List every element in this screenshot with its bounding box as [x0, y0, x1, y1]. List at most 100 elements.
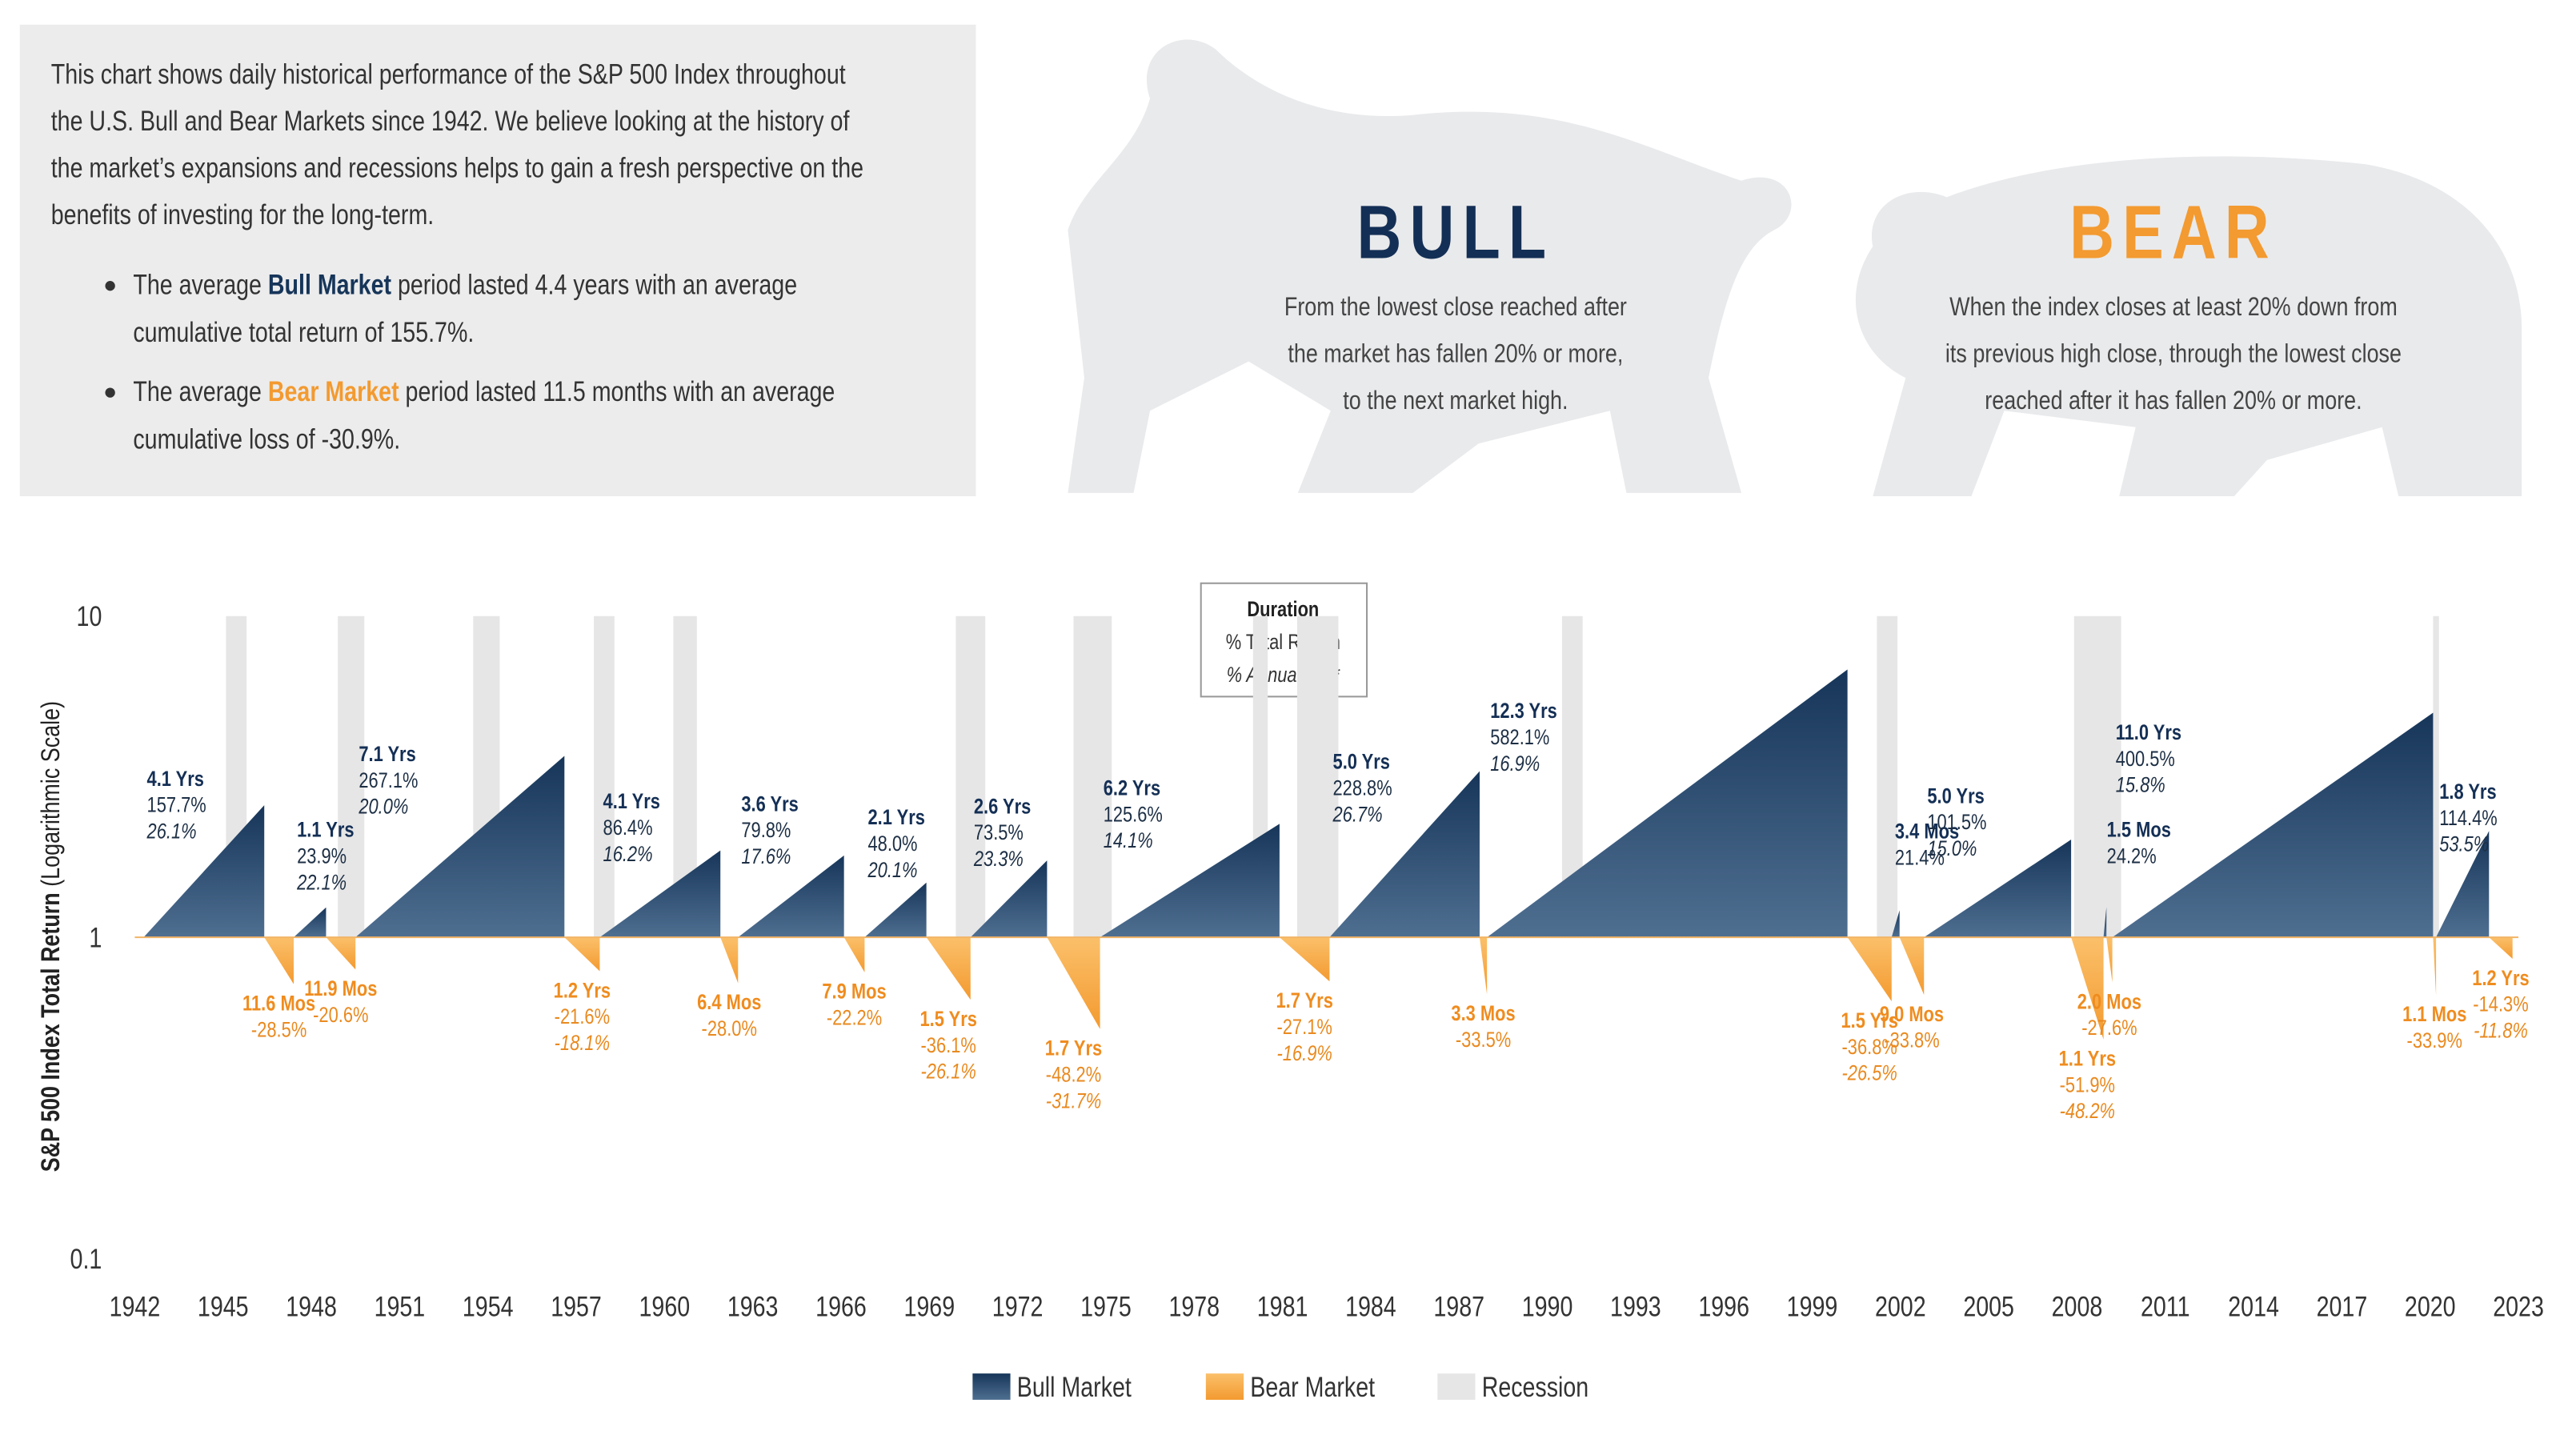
period-label: 23.3% — [973, 847, 1024, 871]
y-axis-note: (Logarithmic Scale) — [35, 701, 65, 887]
x-tick-label: 2014 — [2228, 1291, 2279, 1322]
bull-area — [1329, 771, 1480, 938]
period-label: 11.6 Mos — [242, 991, 315, 1015]
period-label: 5.0 Yrs — [1333, 750, 1390, 774]
period-label: 11.9 Mos — [304, 976, 377, 1000]
period-label: 4.1 Yrs — [147, 767, 204, 791]
bear-area — [1047, 937, 1100, 1029]
period-label: 16.9% — [1490, 752, 1540, 776]
period-label: -48.2% — [1046, 1062, 1101, 1086]
period-label: 17.6% — [741, 844, 791, 868]
recession-band — [338, 615, 365, 938]
x-tick-label: 2023 — [2493, 1291, 2544, 1322]
period-label: 125.6% — [1104, 802, 1163, 826]
period-label: 2.1 Yrs — [868, 805, 925, 829]
period-label: 1.2 Yrs — [554, 978, 611, 1002]
bullet-dot — [105, 281, 115, 291]
period-label: -14.3% — [2473, 992, 2528, 1016]
legend-swatch — [1437, 1373, 1476, 1400]
period-label: -36.8% — [1842, 1035, 1897, 1059]
bear-area — [843, 937, 865, 972]
x-tick-label: 2005 — [1963, 1291, 2014, 1322]
bear-title: BEAR — [2069, 190, 2278, 275]
period-label: 6.2 Yrs — [1104, 776, 1160, 800]
legend-label: Bull Market — [1017, 1372, 1132, 1403]
bullet-term: Bull Market — [268, 269, 391, 300]
period-label: 1.2 Yrs — [2472, 966, 2529, 990]
period-label: 7.1 Yrs — [359, 742, 415, 766]
bear-area — [2433, 937, 2437, 996]
bullet-text: The average Bear Market period lasted 11… — [133, 376, 835, 407]
bear-area — [1479, 937, 1488, 995]
period-label: 48.0% — [868, 832, 918, 856]
period-label: -33.5% — [1456, 1028, 1511, 1052]
bullet-text: The average Bull Market period lasted 4.… — [133, 269, 797, 300]
x-tick-label: 2017 — [2317, 1291, 2368, 1322]
x-tick-label: 1972 — [992, 1291, 1044, 1322]
bull-area — [1924, 840, 2072, 938]
period-label: 53.5% — [2439, 832, 2489, 856]
period-label: 3.4 Mos — [1895, 819, 1959, 843]
plot: 0.1 1 10 1942 1945 1948 1951 1954 1957 1960 1963 19… — [70, 601, 2544, 1403]
x-tick-label: 1945 — [198, 1291, 249, 1322]
period-label: 1.5 Yrs — [919, 1007, 976, 1031]
period-label: 5.0 Yrs — [1927, 784, 1984, 808]
period-label: 73.5% — [974, 820, 1024, 844]
bullet-rest: period lasted 11.5 months with an averag… — [399, 376, 835, 407]
period-label: -27.1% — [1276, 1015, 1332, 1039]
period-label: 3.3 Mos — [1451, 1001, 1515, 1025]
period-label: -33.9% — [2407, 1028, 2462, 1052]
bear-area — [2489, 937, 2513, 960]
period-label: -31.7% — [1046, 1088, 1101, 1112]
recession-band — [2073, 615, 2121, 938]
x-tick-label: 1984 — [1345, 1291, 1396, 1322]
period-label: -22.2% — [827, 1006, 882, 1030]
x-tick-label: 1942 — [110, 1291, 161, 1322]
period-label: -20.6% — [313, 1003, 368, 1027]
x-tick-label: 1999 — [1787, 1291, 1838, 1322]
bull-area — [2112, 712, 2434, 938]
x-tick-label: 1954 — [463, 1291, 514, 1322]
period-label: 228.8% — [1333, 776, 1392, 800]
period-label: 6.4 Mos — [697, 990, 761, 1014]
period-label: 9.0 Mos — [1880, 1002, 1944, 1026]
recession-band — [1073, 615, 1112, 938]
x-tick-label: 1987 — [1433, 1291, 1484, 1322]
bull-area — [2436, 831, 2490, 938]
x-tick-label: 1951 — [375, 1291, 426, 1322]
recession-band — [2433, 615, 2439, 938]
bear-area — [326, 937, 356, 970]
bull-area — [2103, 907, 2107, 938]
x-tick-label: 1981 — [1257, 1291, 1308, 1322]
period-label: 7.9 Mos — [822, 980, 886, 1004]
bull-description: From the lowest close reached after — [1284, 291, 1627, 321]
bear-description: its previous high close, through the low… — [1945, 339, 2402, 368]
bear-area — [1847, 937, 1892, 1002]
period-label: 101.5% — [1927, 810, 1986, 834]
bull-description: the market has fallen 20% or more, — [1288, 339, 1623, 368]
period-label: -48.2% — [2060, 1099, 2115, 1123]
period-label: -26.5% — [1842, 1061, 1897, 1085]
period-label: 26.1% — [146, 820, 197, 844]
bear-description: reached after it has fallen 20% or more. — [1985, 385, 2362, 415]
period-label: 21.4% — [1895, 845, 1945, 869]
period-label: 15.0% — [1927, 836, 1977, 860]
bear-area — [264, 937, 294, 984]
period-label: -28.0% — [702, 1016, 757, 1040]
x-tick-label: 1993 — [1610, 1291, 1661, 1322]
intro-line: the U.S. Bull and Bear Markets since 194… — [51, 106, 850, 137]
x-tick-label: 2002 — [1875, 1291, 1926, 1322]
intro-line: the market’s expansions and recessions h… — [51, 153, 863, 184]
recession-band — [594, 615, 615, 938]
period-label: 1.1 Mos — [2402, 1002, 2466, 1026]
period-label: 23.9% — [297, 844, 347, 868]
bear-area — [1899, 937, 1925, 996]
x-tick-label: 1978 — [1168, 1291, 1220, 1322]
period-label: 157.7% — [147, 793, 206, 817]
x-tick-label: 1957 — [551, 1291, 602, 1322]
bullet-line: cumulative total return of 155.7%. — [133, 317, 474, 348]
period-label: 86.4% — [603, 816, 653, 840]
x-tick-label: 2020 — [2405, 1291, 2456, 1322]
period-label: 20.1% — [867, 858, 918, 882]
